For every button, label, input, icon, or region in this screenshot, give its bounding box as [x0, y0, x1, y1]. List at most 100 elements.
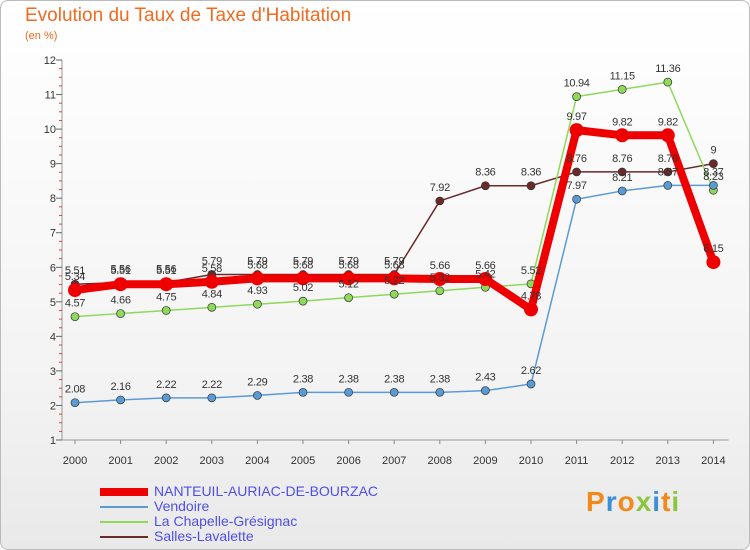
- data-point: [572, 167, 581, 177]
- data-point: [389, 289, 399, 299]
- chart-subtitle: (en %): [25, 30, 58, 42]
- data-point: [389, 387, 399, 397]
- data-label: 5.12: [338, 279, 358, 291]
- y-tick-label: 4: [50, 331, 56, 343]
- legend-label: NANTEUIL-AURIAC-DE-BOURZAC: [154, 483, 379, 499]
- y-tick-label: 5: [50, 297, 56, 309]
- data-point: [709, 181, 718, 190]
- data-label: 5.66: [475, 260, 495, 272]
- logo-letter: i: [652, 486, 662, 517]
- data-point: [207, 302, 217, 312]
- x-tick-label: 2009: [473, 455, 497, 467]
- data-point: [387, 271, 402, 286]
- data-label: 5.51: [110, 265, 130, 277]
- data-label: 5.51: [156, 265, 176, 277]
- data-point: [296, 271, 310, 286]
- data-label: 4.93: [247, 285, 267, 297]
- x-tick-label: 2000: [63, 455, 87, 467]
- y-tick-label: 10: [44, 124, 56, 136]
- data-point: [524, 302, 538, 317]
- data-label: 7.97: [566, 180, 586, 192]
- data-point: [435, 196, 445, 206]
- data-label: 5.68: [247, 259, 267, 271]
- legend-label: Vendoire: [154, 498, 210, 514]
- y-tick-label: 12: [44, 55, 56, 67]
- data-label: 5.79: [247, 256, 267, 268]
- data-label: 4.84: [202, 288, 222, 300]
- x-tick-label: 2007: [382, 455, 406, 467]
- data-label: 5.79: [384, 256, 404, 268]
- x-tick-label: 2006: [336, 455, 360, 467]
- data-point: [250, 271, 265, 286]
- data-point: [478, 272, 493, 287]
- data-point: [481, 181, 490, 191]
- data-label: 5.79: [293, 256, 313, 268]
- data-label: 5.68: [338, 259, 358, 271]
- data-label: 9.82: [612, 116, 632, 128]
- y-tick-label: 6: [50, 262, 56, 274]
- data-point: [526, 379, 536, 389]
- data-label: 10.94: [564, 78, 590, 90]
- data-point: [161, 306, 171, 315]
- y-tick-label: 3: [50, 366, 56, 378]
- data-point: [617, 167, 627, 177]
- data-point: [663, 181, 673, 190]
- logo-letter: r: [605, 486, 618, 517]
- data-label: 5.68: [384, 259, 404, 271]
- data-label: 8.23: [703, 171, 723, 183]
- data-label: 2.38: [293, 373, 313, 385]
- data-point: [253, 299, 262, 309]
- logo-letter: t: [661, 486, 672, 517]
- data-point: [68, 283, 82, 298]
- data-point: [572, 92, 581, 101]
- data-point: [344, 293, 353, 303]
- data-label: 5.68: [293, 259, 313, 271]
- logo-letter: i: [671, 486, 681, 517]
- data-label: 11.36: [655, 63, 680, 75]
- data-label: 5.58: [202, 263, 222, 275]
- data-label: 8.21: [612, 172, 632, 184]
- data-label: 4.57: [65, 298, 85, 310]
- data-label: 2.29: [247, 376, 267, 388]
- y-tick-label: 11: [45, 90, 56, 102]
- legend-swatch: [100, 487, 148, 496]
- proxiti-logo: Proxiti: [586, 486, 680, 518]
- data-point: [660, 128, 675, 143]
- legend-label: La Chapelle-Grésignac: [154, 513, 298, 529]
- data-point: [615, 128, 630, 143]
- data-label: 8.76: [566, 153, 586, 165]
- logo-letter: P: [586, 486, 606, 517]
- data-label: 5.32: [430, 272, 450, 284]
- y-tick-label: 8: [50, 193, 56, 205]
- chart-title: Evolution du Taux de Taxe d'Habitation: [25, 5, 352, 26]
- logo-letter: x: [635, 486, 653, 517]
- data-label: 2.43: [475, 372, 495, 384]
- data-label: 8.76: [658, 153, 678, 165]
- data-point: [572, 194, 581, 204]
- data-point: [159, 277, 174, 292]
- data-point: [617, 186, 627, 196]
- data-label: 5.42: [475, 268, 495, 280]
- data-label: 5.51: [65, 265, 85, 277]
- data-label: 9.82: [658, 116, 678, 128]
- data-point: [663, 77, 673, 87]
- data-point: [569, 123, 584, 138]
- legend-swatch: [100, 535, 148, 538]
- legend-item: Vendoire: [100, 499, 378, 514]
- data-label: 4.78: [521, 290, 541, 302]
- legend-item: NANTEUIL-AURIAC-DE-BOURZAC: [100, 484, 378, 499]
- data-point: [341, 271, 356, 286]
- data-point: [435, 286, 445, 296]
- data-label: 2.38: [430, 373, 450, 385]
- data-label: 5.66: [430, 260, 450, 272]
- data-label: 8.37: [703, 166, 723, 178]
- data-label: 4.75: [156, 291, 176, 303]
- data-label: 8.76: [612, 153, 632, 165]
- data-label: 9: [710, 145, 716, 157]
- data-label: 2.08: [65, 384, 85, 396]
- x-tick-label: 2001: [108, 455, 132, 467]
- data-point: [70, 312, 80, 322]
- data-label: 2.38: [338, 373, 358, 385]
- x-tick-label: 2004: [245, 455, 269, 467]
